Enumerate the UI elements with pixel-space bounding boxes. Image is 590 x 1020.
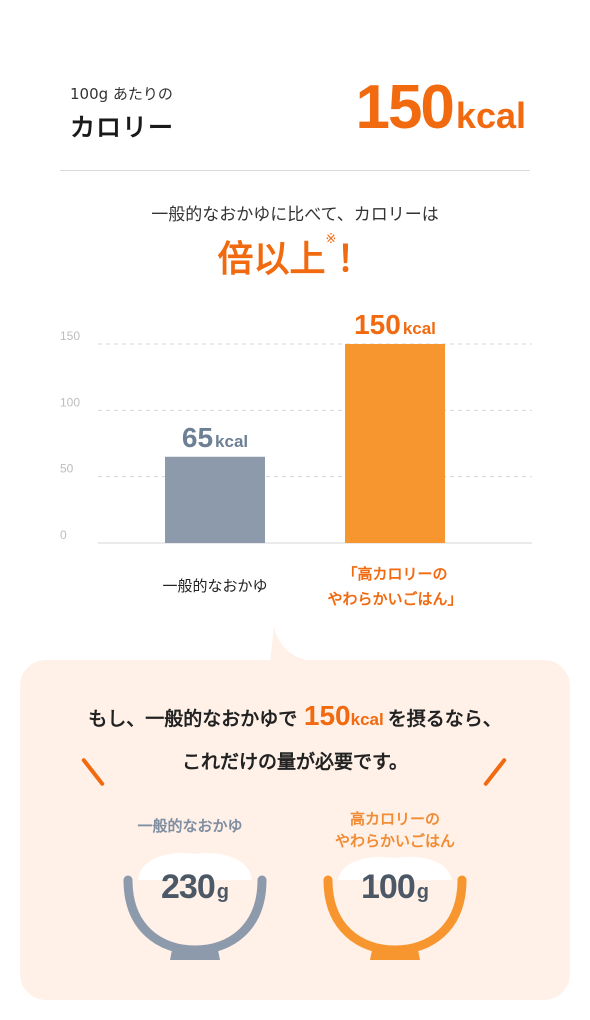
rice-amount: 100 g	[320, 868, 470, 907]
bar-value-number: 150	[354, 309, 401, 340]
bar-value-label: 65 kcal	[182, 422, 248, 453]
y-tick-label: 50	[60, 462, 74, 476]
question-suffix: を摂るなら、	[387, 708, 502, 730]
question-value: 150	[303, 700, 351, 731]
question-prefix: もし、一般的なおかゆで	[88, 708, 298, 730]
rice-bowl-icon	[323, 856, 467, 960]
bowl-label-rice-line1: 高カロリーの	[349, 810, 440, 828]
bowl-label-high-calorie-rice: 高カロリーの やわらかいごはん	[310, 808, 480, 852]
header-divider	[60, 170, 530, 171]
footnote-mark: ※	[325, 232, 337, 247]
rice-amount-unit: g	[416, 881, 429, 903]
bar-value-unit: kcal	[215, 432, 248, 451]
bowl-label-rice-line2: やわらかいごはん	[334, 832, 455, 850]
category-label-rice-line2: やわらかいごはん」	[327, 590, 463, 608]
porridge-amount: 230 g	[120, 868, 270, 907]
y-tick-label: 100	[60, 395, 80, 409]
question-line-1: もし、一般的なおかゆで 150kcal を摂るなら、	[0, 700, 590, 732]
rice-amount-number: 100	[361, 868, 416, 906]
bar-high-calorie-rice	[345, 344, 445, 543]
question-line-2: これだけの量が必要です。	[181, 751, 409, 773]
speech-bubble-tail	[270, 626, 316, 662]
question-unit: kcal	[350, 710, 384, 729]
bar-value-number: 65	[182, 422, 213, 453]
porridge-amount-unit: g	[216, 881, 229, 903]
bar-value-label: 150 kcal	[354, 309, 436, 340]
headline-text: 倍以上	[217, 239, 326, 280]
calorie-number: 150	[355, 73, 454, 142]
bowl-label-porridge: 一般的なおかゆ	[110, 815, 270, 837]
comparison-lead-text: 一般的なおかゆに比べて、カロリーは	[151, 205, 439, 225]
headline-exclaim: ！	[336, 239, 373, 280]
category-label-high-calorie-rice: 「高カロリーの やわらかいごはん」	[300, 562, 490, 612]
per-100g-label: 100g あたりの	[70, 85, 173, 103]
calorie-label: カロリー	[70, 113, 175, 142]
bar-value-unit: kcal	[403, 319, 436, 338]
comparison-panel	[20, 660, 570, 1000]
porridge-bowl-icon	[123, 853, 267, 960]
y-tick-label: 150	[60, 329, 80, 343]
category-label-porridge-line: 一般的なおかゆ	[162, 577, 268, 595]
calorie-unit: kcal	[455, 95, 526, 136]
category-label-rice-line1: 「高カロリーの	[342, 565, 448, 583]
bowl-label-porridge-line: 一般的なおかゆ	[137, 817, 243, 835]
calorie-value: 150kcal	[355, 72, 526, 143]
bar-porridge	[165, 456, 265, 543]
comparison-headline: 倍以上※！	[0, 230, 590, 282]
category-label-porridge: 一般的なおかゆ	[145, 574, 285, 599]
y-tick-label: 0	[60, 528, 67, 542]
porridge-amount-number: 230	[161, 868, 216, 906]
